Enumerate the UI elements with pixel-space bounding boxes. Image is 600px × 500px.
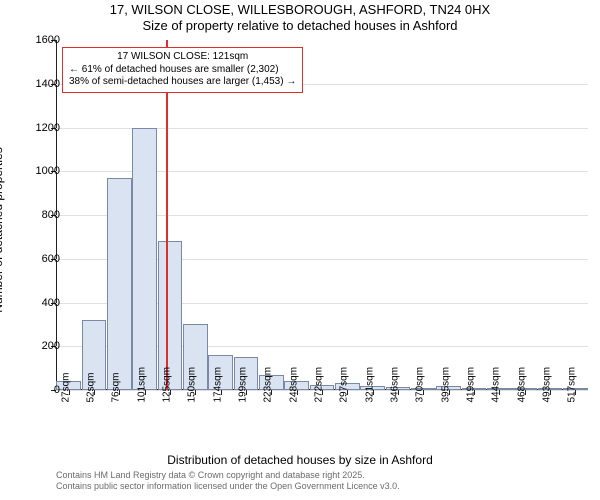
footer-line2: Contains public sector information licen…	[56, 481, 400, 492]
annotation-box: 17 WILSON CLOSE: 121sqm← 61% of detached…	[62, 47, 303, 93]
y-tick-label: 800	[20, 209, 60, 221]
y-tick-label: 400	[20, 297, 60, 309]
plot-area: 17 WILSON CLOSE: 121sqm← 61% of detached…	[56, 40, 588, 390]
chart-root: 17, WILSON CLOSE, WILLESBOROUGH, ASHFORD…	[0, 0, 600, 500]
reference-line	[166, 40, 168, 390]
annotation-line: 38% of semi-detached houses are larger (…	[69, 76, 296, 89]
y-tick-label: 200	[20, 340, 60, 352]
chart-title-line2: Size of property relative to detached ho…	[0, 18, 600, 33]
footer-attribution: Contains HM Land Registry data © Crown c…	[56, 470, 400, 492]
histogram-bar	[107, 178, 132, 390]
y-tick-label: 1400	[20, 78, 60, 90]
y-tick-label: 1600	[20, 34, 60, 46]
chart-title-line1: 17, WILSON CLOSE, WILLESBOROUGH, ASHFORD…	[0, 2, 600, 17]
y-tick-label: 0	[20, 384, 60, 396]
x-axis-label: Distribution of detached houses by size …	[0, 453, 600, 467]
y-tick-label: 1200	[20, 122, 60, 134]
footer-line1: Contains HM Land Registry data © Crown c…	[56, 470, 400, 481]
annotation-line: ← 61% of detached houses are smaller (2,…	[69, 64, 296, 77]
y-tick-label: 1000	[20, 165, 60, 177]
y-axis-label: Number of detached properties	[0, 65, 5, 230]
annotation-line: 17 WILSON CLOSE: 121sqm	[69, 51, 296, 64]
y-tick-label: 600	[20, 253, 60, 265]
histogram-bar	[132, 128, 157, 391]
